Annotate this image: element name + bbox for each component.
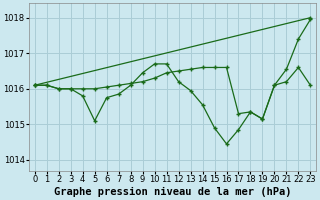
X-axis label: Graphe pression niveau de la mer (hPa): Graphe pression niveau de la mer (hPa) [54, 186, 291, 197]
